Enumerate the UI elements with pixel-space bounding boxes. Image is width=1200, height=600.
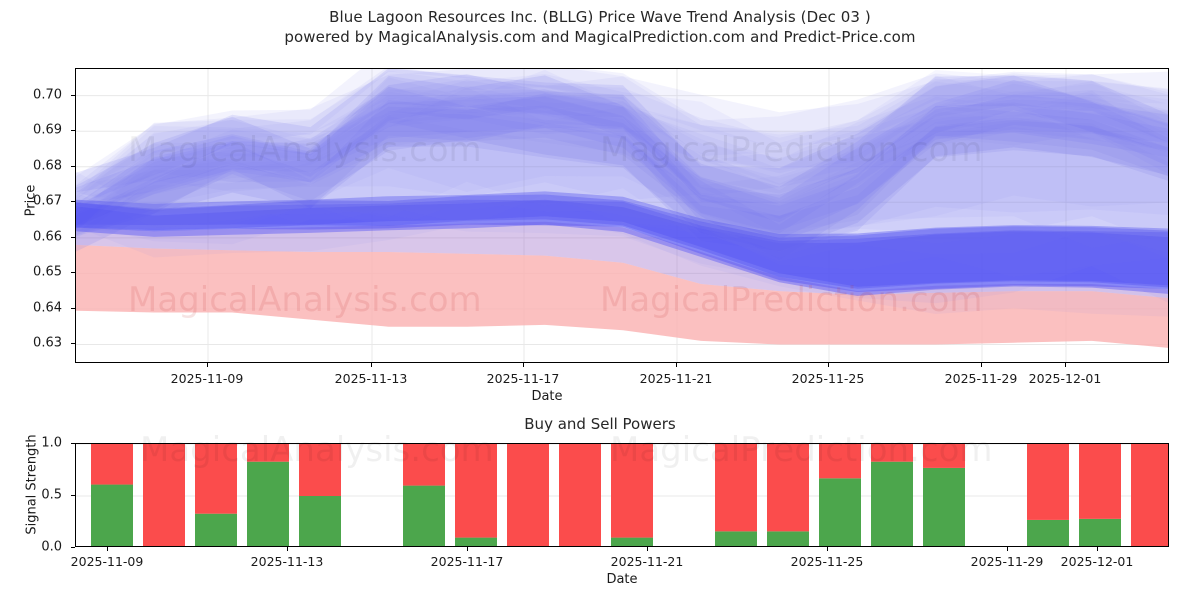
price-x-tickmark — [981, 363, 982, 367]
sell-bar — [611, 444, 653, 538]
power-x-tick-label: 2025-11-25 — [790, 554, 864, 569]
sell-bar — [91, 444, 133, 485]
buy-bar — [923, 467, 965, 546]
power-y-tickmark — [71, 495, 75, 496]
power-x-tickmark — [647, 547, 648, 551]
chart-title-block: Blue Lagoon Resources Inc. (BLLG) Price … — [0, 7, 1200, 47]
price-y-tickmark — [71, 201, 75, 203]
power-y-tickmark — [71, 547, 75, 548]
sell-bar — [507, 444, 549, 546]
price-y-axis-label: Price — [23, 184, 39, 217]
price-x-tickmark — [1065, 363, 1066, 367]
power-y-axis-label: Signal Strength — [24, 434, 40, 535]
price-y-tickmark — [71, 307, 75, 309]
buy-bar — [403, 485, 445, 546]
sell-bar — [1079, 444, 1121, 519]
buy-bar — [767, 531, 809, 546]
power-x-axis-label: Date — [606, 572, 638, 587]
power-x-tickmark — [1007, 547, 1008, 551]
power-x-tick-label: 2025-11-17 — [430, 554, 504, 569]
sell-bar — [1027, 444, 1069, 520]
price-x-tick-label: 2025-11-21 — [639, 371, 713, 386]
price-y-tick-label: 0.70 — [33, 87, 62, 103]
sell-bar — [715, 444, 757, 532]
price-wave-svg — [76, 69, 1168, 362]
price-y-tickmark — [71, 343, 75, 345]
price-x-tickmark — [828, 363, 829, 367]
price-x-tick-label: 2025-11-25 — [791, 371, 865, 386]
power-y-tick-label: 1.0 — [41, 435, 62, 451]
price-x-tick-label: 2025-11-17 — [486, 371, 560, 386]
price-y-tickmark — [71, 130, 75, 132]
price-y-tickmark — [71, 272, 75, 274]
price-y-tickmark — [71, 94, 75, 96]
price-y-tickmark — [71, 165, 75, 167]
price-x-tickmark — [676, 363, 677, 367]
price-x-tickmark — [371, 363, 372, 367]
price-x-tick-label: 2025-12-01 — [1028, 371, 1102, 386]
sell-bar — [1131, 444, 1168, 546]
price-y-tick-label: 0.66 — [33, 229, 62, 245]
price-y-tick-label: 0.68 — [33, 158, 62, 174]
buy-bar — [91, 484, 133, 546]
sell-bar — [559, 444, 601, 546]
power-x-tick-label: 2025-11-29 — [970, 554, 1044, 569]
sell-bar — [247, 444, 289, 462]
sell-bar — [143, 444, 185, 546]
sell-bar — [923, 444, 965, 468]
buy-bar — [871, 461, 913, 546]
price-x-tickmark — [523, 363, 524, 367]
power-x-tickmark — [287, 547, 288, 551]
sell-bar — [871, 444, 913, 462]
power-chart-title: Buy and Sell Powers — [524, 415, 676, 433]
buy-bar — [715, 531, 757, 546]
buy-bar — [247, 461, 289, 546]
buy-bar — [611, 537, 653, 546]
buy-bar — [1027, 519, 1069, 546]
power-y-tickmark — [71, 443, 75, 444]
sell-bar — [403, 444, 445, 486]
price-x-tick-label: 2025-11-13 — [334, 371, 408, 386]
page-subtitle: powered by MagicalAnalysis.com and Magic… — [284, 28, 916, 46]
sell-bar — [819, 444, 861, 479]
price-x-tick-label: 2025-11-09 — [170, 371, 244, 386]
power-y-tick-label: 0.5 — [41, 487, 62, 503]
power-x-tickmark — [467, 547, 468, 551]
sell-bar — [195, 444, 237, 514]
power-x-tickmark — [107, 547, 108, 551]
power-x-tickmark — [827, 547, 828, 551]
power-x-tick-label: 2025-12-01 — [1060, 554, 1134, 569]
power-x-tickmark — [1097, 547, 1098, 551]
price-y-tick-label: 0.65 — [33, 264, 62, 280]
sell-bar — [455, 444, 497, 538]
price-x-tickmark — [207, 363, 208, 367]
page-title: Blue Lagoon Resources Inc. (BLLG) Price … — [329, 8, 871, 26]
sell-bar — [299, 444, 341, 496]
power-x-tick-label: 2025-11-09 — [70, 554, 144, 569]
power-x-tick-label: 2025-11-21 — [610, 554, 684, 569]
price-y-tick-label: 0.64 — [33, 300, 62, 316]
price-x-tick-label: 2025-11-29 — [944, 371, 1018, 386]
price-x-axis-label: Date — [531, 389, 563, 404]
price-y-tickmark — [71, 236, 75, 238]
sell-bar — [767, 444, 809, 532]
buy-sell-power-svg — [76, 444, 1168, 546]
price-y-tick-label: 0.69 — [33, 122, 62, 138]
price-y-tick-label: 0.67 — [33, 193, 62, 209]
buy-bar — [455, 537, 497, 546]
buy-bar — [819, 478, 861, 546]
power-x-tick-label: 2025-11-13 — [250, 554, 324, 569]
price-y-tick-label: 0.63 — [33, 335, 62, 351]
buy-bar — [299, 496, 341, 546]
price-wave-plot — [75, 68, 1169, 363]
buy-sell-power-plot — [75, 443, 1169, 547]
buy-bar — [195, 513, 237, 546]
power-y-tick-label: 0.0 — [41, 539, 62, 555]
buy-bar — [1079, 518, 1121, 546]
